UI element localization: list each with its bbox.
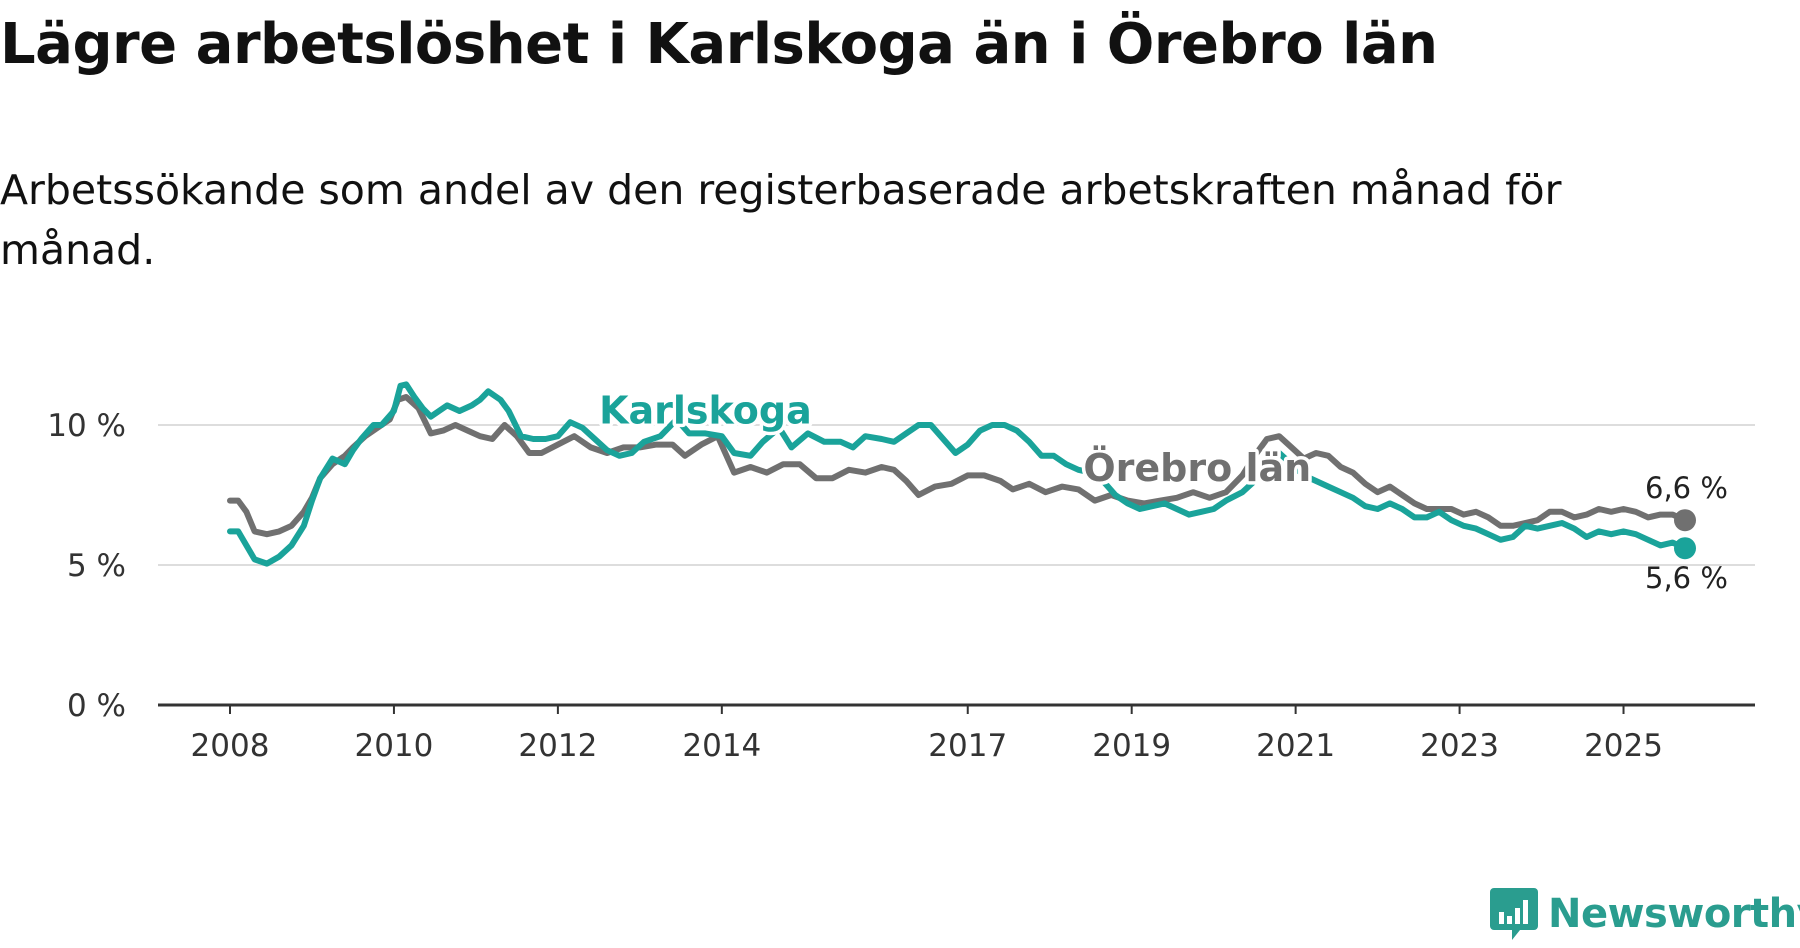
x-tick-label: 2012: [518, 728, 597, 764]
x-tick-label: 2017: [928, 728, 1007, 764]
x-tick-label: 2010: [354, 728, 433, 764]
x-tick-label: 2014: [682, 728, 761, 764]
x-tick-label: 2019: [1092, 728, 1171, 764]
orebro-end-point: [1674, 509, 1696, 532]
newsworthy-logo-icon: [1490, 888, 1538, 940]
y-axis-ticks: 0 % 5 % 10 %: [47, 408, 126, 724]
karlskoga-line: [227, 381, 1688, 567]
x-tick-label: 2021: [1256, 728, 1335, 764]
karlskoga-series-label: Karlskoga: [599, 389, 812, 433]
karlskoga-end-point: [1674, 537, 1696, 560]
newsworthy-brand-name: Newsworthy: [1548, 891, 1800, 937]
y-tick-label: 10 %: [47, 408, 126, 444]
chart-subtitle: Arbetssökande som andel av den registerb…: [0, 166, 1562, 274]
x-tick-label: 2008: [191, 728, 270, 764]
y-tick-label: 5 %: [67, 548, 126, 584]
gridlines: [158, 424, 1755, 566]
series-labels: 6,6 % 5,6 % Karlskoga Örebro län: [596, 385, 1728, 595]
x-tick-label: 2025: [1584, 728, 1663, 764]
orebro-line: [227, 394, 1688, 538]
orebro-end-value-label: 6,6 %: [1645, 471, 1728, 505]
orebro-series-label: Örebro län: [1083, 446, 1311, 490]
x-tick-label: 2023: [1420, 728, 1499, 764]
x-axis: 2008 2010 2012 2014 2017 2019 2021 2023 2025: [158, 703, 1755, 764]
chart-title: Lägre arbetslöshet i Karlskoga än i Öreb…: [0, 12, 1438, 77]
y-tick-label: 0 %: [67, 688, 126, 724]
series-lines: [227, 381, 1696, 567]
newsworthy-logo: Newsworthy: [1490, 888, 1800, 940]
karlskoga-end-value-label: 5,6 %: [1645, 561, 1728, 595]
